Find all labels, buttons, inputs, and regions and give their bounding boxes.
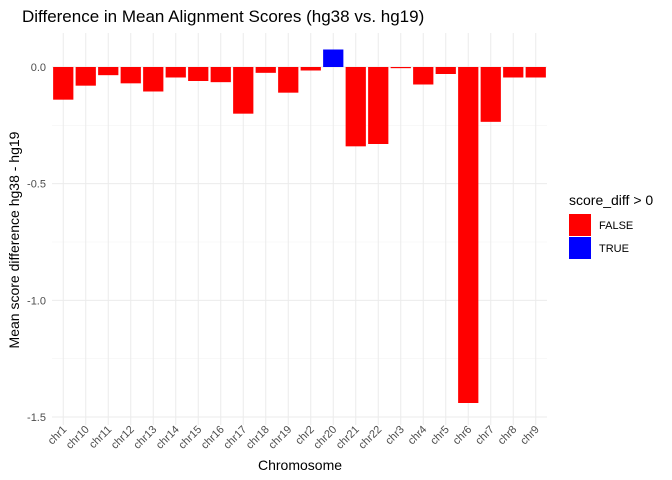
legend-key-false	[569, 214, 591, 236]
x-tick-label: chr16	[199, 424, 227, 452]
y-tick-label: -0.5	[27, 179, 46, 191]
y-tick-label: -1.5	[27, 412, 46, 424]
bars	[53, 49, 546, 403]
x-axis-ticks: chr1chr10chr11chr12chr13chr14chr15chr16c…	[46, 424, 542, 452]
x-axis-title: Chromosome	[258, 457, 342, 473]
bar-chr13	[143, 67, 164, 92]
y-tick-label: 0.0	[31, 62, 46, 74]
bar-chr2	[300, 67, 321, 71]
x-tick-label: chr12	[109, 424, 137, 452]
bar-chr21	[345, 67, 366, 147]
x-tick-label: chr7	[473, 424, 497, 448]
legend-label-true: TRUE	[599, 243, 629, 255]
bar-chr5	[435, 67, 456, 74]
legend-title: score_diff > 0	[569, 192, 653, 208]
y-axis-title: Mean score difference hg38 - hg19	[6, 131, 22, 348]
bar-chr3	[390, 67, 411, 69]
y-axis-ticks: 0.0 -0.5 -1.0 -1.5	[27, 62, 46, 424]
bar-chr19	[278, 67, 299, 93]
x-tick-label: chr11	[87, 424, 114, 451]
y-tick-label: -1.0	[27, 295, 46, 307]
x-tick-label: chr3	[383, 424, 407, 448]
bar-chr12	[120, 67, 141, 84]
legend-label-false: FALSE	[599, 220, 633, 232]
x-tick-label: chr17	[221, 424, 249, 452]
x-tick-label: chr19	[266, 424, 294, 452]
bar-chr9	[525, 67, 546, 78]
x-tick-label: chr22	[356, 424, 384, 452]
chart-title: Difference in Mean Alignment Scores (hg3…	[22, 7, 424, 26]
x-tick-label: chr20	[311, 424, 339, 452]
bar-chr7	[480, 67, 501, 122]
x-tick-label: chr5	[428, 424, 452, 448]
x-tick-label: chr9	[518, 424, 542, 448]
bar-chr16	[210, 67, 231, 83]
x-tick-label: chr21	[334, 424, 362, 452]
bar-chr10	[75, 67, 96, 86]
bar-chr22	[368, 67, 389, 144]
grid	[52, 33, 547, 425]
bar-chr1	[53, 67, 74, 100]
bar-chr15	[188, 67, 209, 81]
bar-chr20	[323, 49, 344, 67]
x-tick-label: chr15	[176, 424, 204, 452]
x-tick-label: chr13	[131, 424, 159, 452]
legend: score_diff > 0 FALSE TRUE	[569, 192, 653, 259]
bar-chr4	[413, 67, 434, 85]
bar-chr6	[458, 67, 479, 403]
bar-chr18	[255, 67, 276, 73]
x-tick-label: chr18	[244, 424, 272, 452]
bar-chr14	[165, 67, 186, 78]
legend-key-true	[569, 237, 591, 259]
bar-chr8	[503, 67, 524, 78]
x-tick-label: chr6	[451, 424, 475, 448]
bar-chr17	[233, 67, 254, 114]
x-tick-label: chr14	[154, 424, 182, 452]
x-tick-label: chr4	[406, 424, 430, 448]
bar-chr11	[98, 67, 119, 76]
x-tick-label: chr10	[64, 424, 92, 452]
x-tick-label: chr8	[496, 424, 520, 448]
